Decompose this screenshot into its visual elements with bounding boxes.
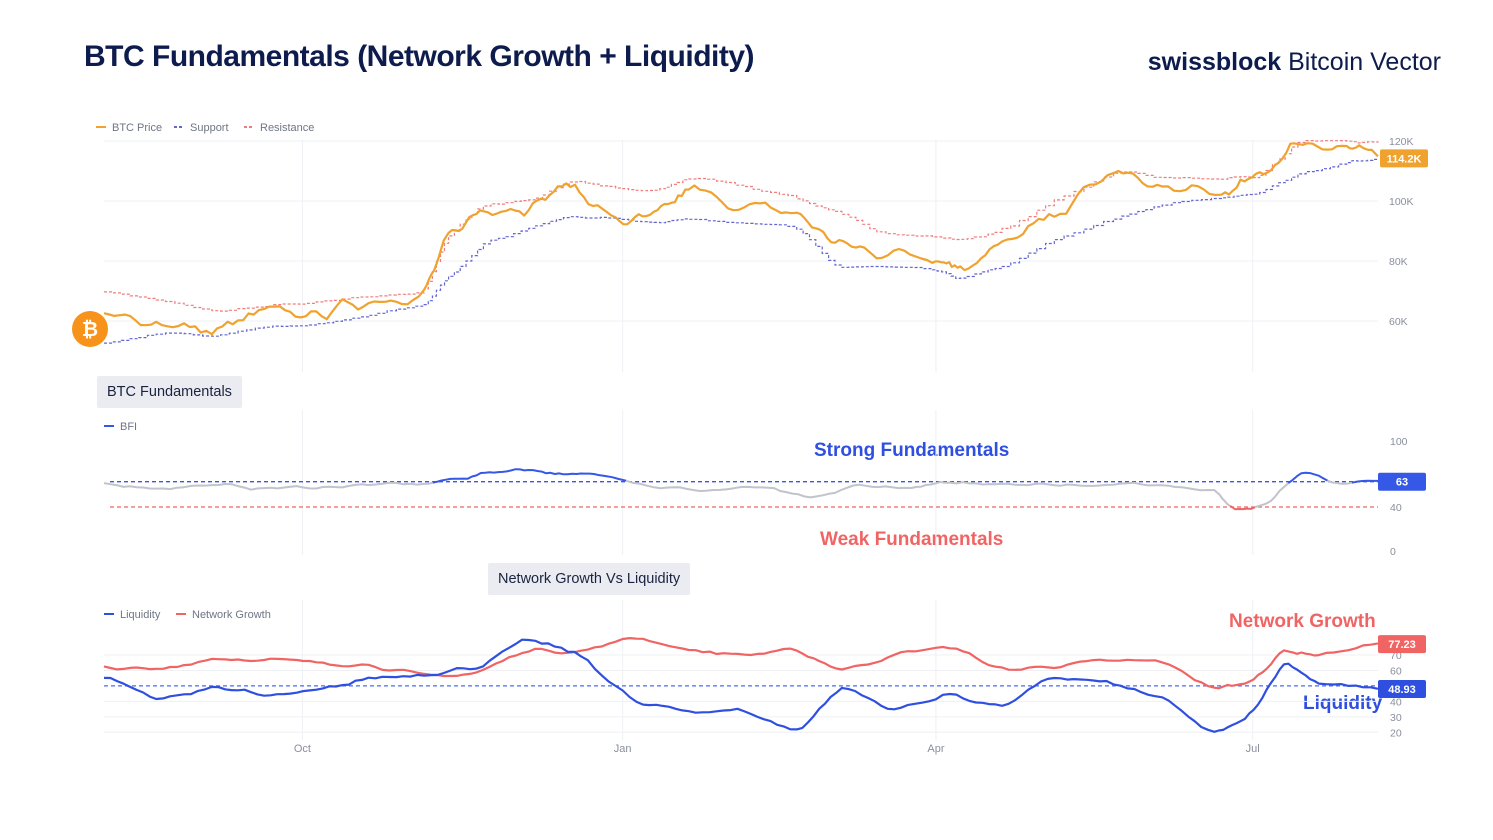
bfi-line-segment-5 (1287, 471, 1328, 484)
x-axis-tick-label: Jul (1246, 743, 1260, 755)
section-label-fundamentals: BTC Fundamentals (97, 376, 242, 408)
bfi-ytick-label: 40 (1390, 502, 1402, 514)
legend-liquidity: Liquidity (120, 609, 161, 621)
brand-name-bold: swissblock (1147, 48, 1282, 76)
price-last-value-badge: 114.2K (1387, 153, 1422, 165)
bfi-last-value-badge: 63 (1396, 477, 1408, 489)
page-title: BTC Fundamentals (Network Growth + Liqui… (84, 40, 755, 73)
x-axis-tick-label: Oct (294, 743, 311, 755)
liquidity-last-value-badge: 48.93 (1388, 684, 1416, 696)
price-ytick-label: 60K (1389, 316, 1408, 328)
network-growth-label: Network Growth (1229, 611, 1376, 632)
ng-ytick-label: 40 (1390, 696, 1402, 708)
weak-fundamentals-label: Weak Fundamentals (820, 529, 1004, 550)
bfi-line-segment-6 (1327, 479, 1353, 485)
bfi-ytick-label: 0 (1390, 546, 1396, 558)
price-ytick-label: 120K (1389, 136, 1414, 148)
ng-ytick-label: 70 (1390, 650, 1402, 662)
resistance-line (104, 140, 1379, 312)
price-ytick-label: 100K (1389, 196, 1414, 208)
legend-network-growth: Network Growth (192, 609, 271, 621)
bitcoin-icon-glyph: ₿ (82, 319, 98, 341)
strong-fundamentals-label: Strong Fundamentals (814, 440, 1010, 461)
ng-ytick-label: 30 (1390, 712, 1402, 724)
bfi-line-segment-4 (1254, 482, 1290, 509)
brand-logo: swissblock Bitcoin Vector (1148, 48, 1441, 77)
legend-support: Support (190, 122, 229, 134)
support-line (104, 158, 1379, 344)
bfi-line-segment-2 (625, 479, 1231, 507)
ng-ytick-label: 60 (1390, 665, 1402, 677)
bfi-line-segment-1 (432, 468, 627, 484)
network-growth-line (103, 637, 1379, 690)
network-growth-last-value-badge: 77.23 (1388, 639, 1416, 651)
liquidity-line (103, 638, 1379, 733)
ng-ytick-label: 20 (1390, 727, 1402, 739)
legend-bfi: BFI (120, 421, 137, 433)
bfi-last-value-badge-bg (1378, 472, 1426, 491)
btc-price-line (103, 142, 1379, 336)
liquidity-last-value-badge-bg (1378, 680, 1426, 698)
bitcoin-icon (72, 311, 108, 347)
bfi-line-segment-7 (1351, 479, 1378, 484)
bfi-ytick-label: 100 (1390, 436, 1408, 448)
legend-resistance: Resistance (260, 122, 314, 134)
price-last-value-badge-bg (1380, 149, 1428, 168)
x-axis-tick-label: Apr (927, 743, 944, 755)
x-axis-tick-label: Jan (614, 743, 632, 755)
liquidity-label: Liquidity (1303, 693, 1383, 714)
section-label-network: Network Growth Vs Liquidity (488, 563, 691, 595)
brand-name-rest: Bitcoin Vector (1281, 48, 1441, 76)
bfi-line-segment-3 (1229, 505, 1256, 511)
network-growth-last-value-badge-bg (1378, 635, 1426, 654)
legend-btc-price: BTC Price (112, 122, 162, 134)
price-ytick-label: 80K (1389, 256, 1408, 268)
bfi-line-segment-0 (103, 481, 434, 491)
